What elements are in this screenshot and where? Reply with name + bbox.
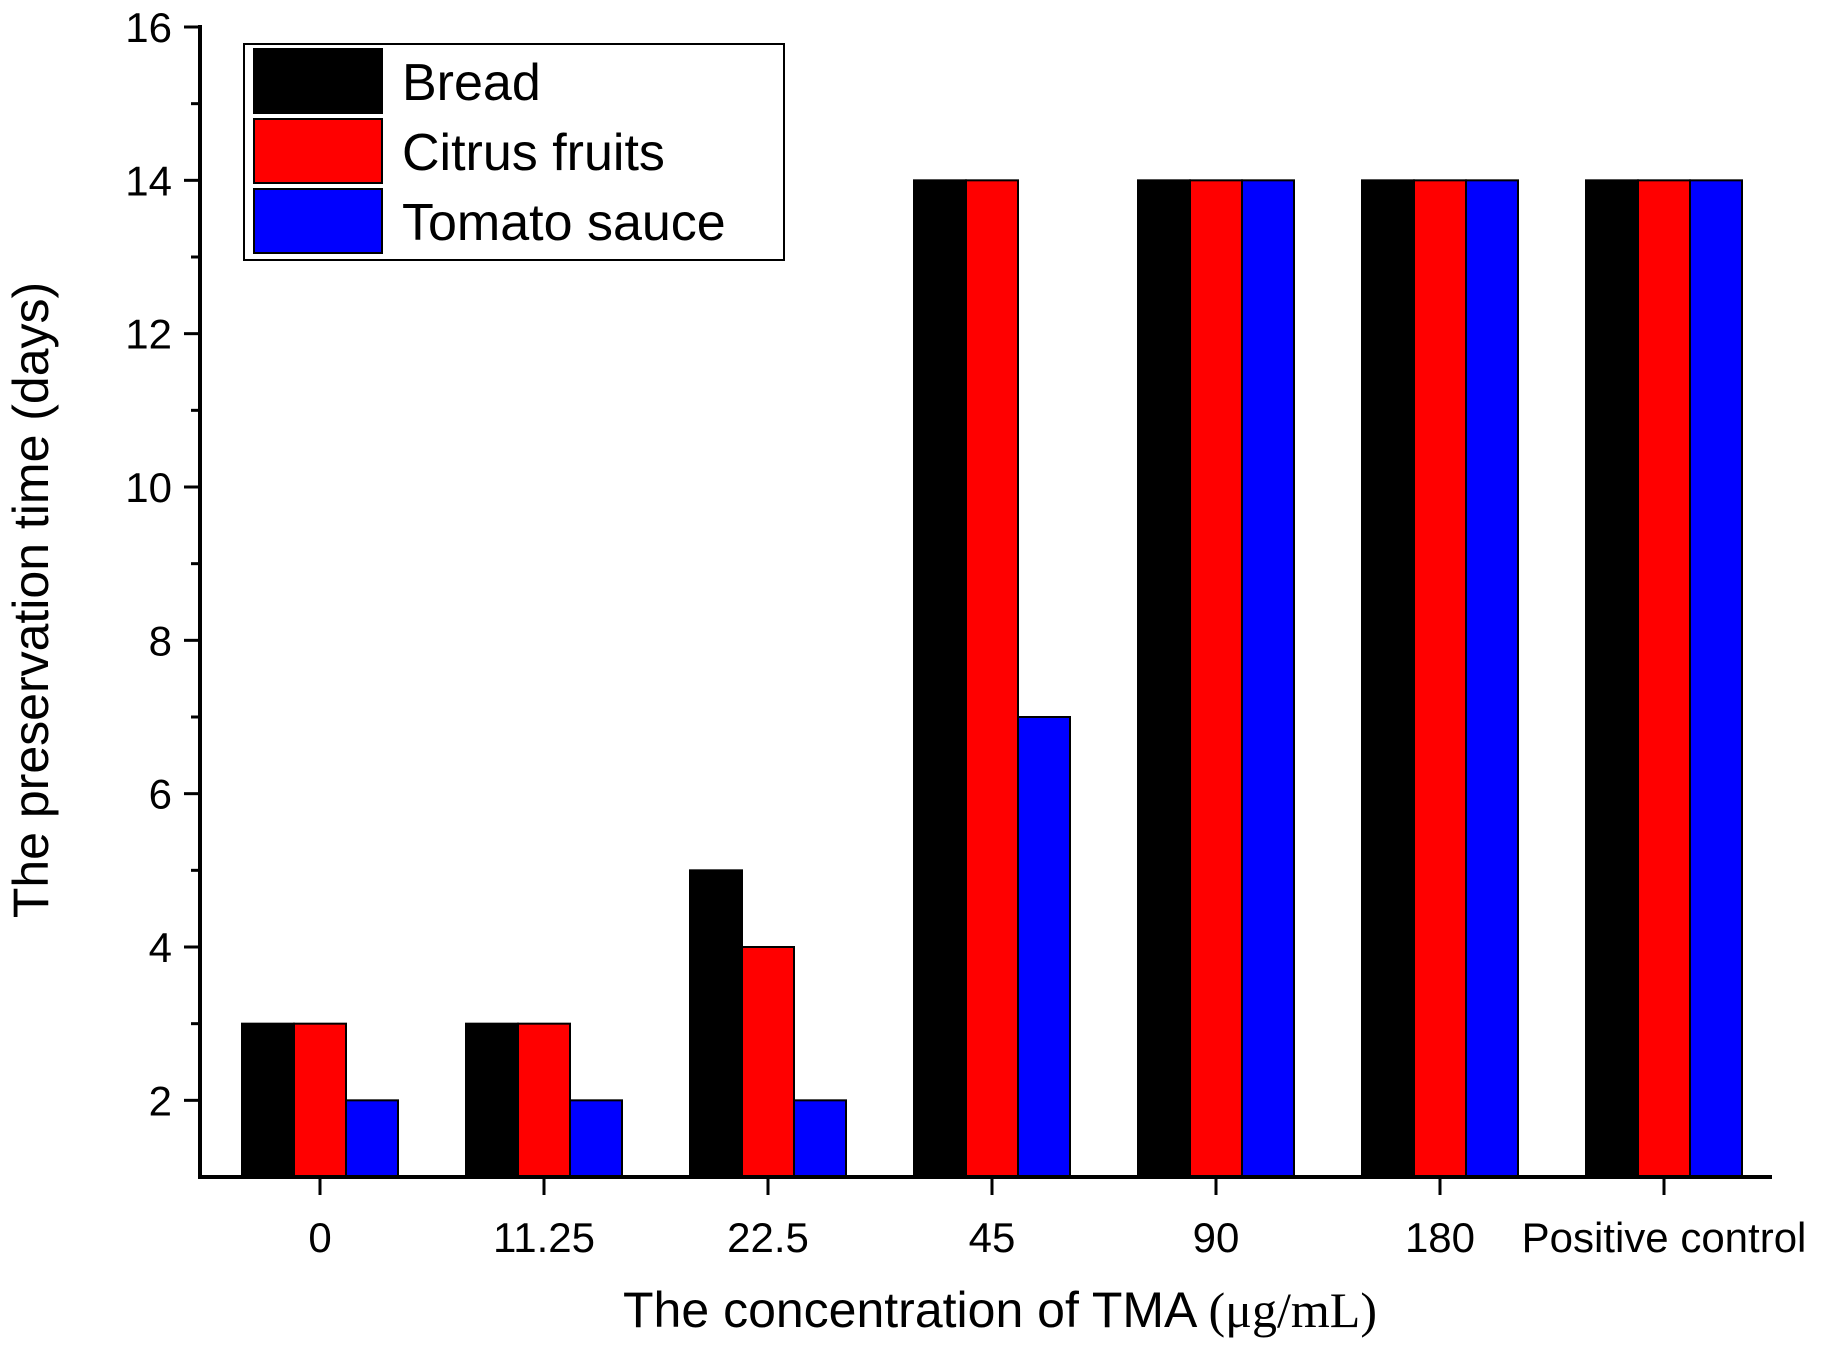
legend-swatch-bread: [253, 48, 383, 114]
x-tick-label: 90: [1193, 1214, 1240, 1261]
bar-tomato-sauce-0: [345, 1099, 399, 1179]
x-tick-label: 180: [1405, 1214, 1475, 1261]
y-tick-label: 2: [149, 1077, 172, 1124]
bar-tomato-sauce-4: [1241, 179, 1295, 1179]
x-tick-label: 11.25: [493, 1214, 595, 1261]
y-ticks: 2 4 6 8 10 12 14 16: [125, 4, 200, 1124]
x-tick-label: Positive control: [1522, 1214, 1807, 1261]
bar-bread-1: [465, 1022, 519, 1179]
x-axis-title-text: The concentration of TMA: [623, 1282, 1198, 1338]
bar-bread-4: [1137, 179, 1191, 1179]
bar-citrus-fruits-4: [1189, 179, 1243, 1179]
bar-citrus-fruits-0: [293, 1022, 347, 1179]
bar-bread-3: [913, 179, 967, 1179]
x-ticks: 0 11.25 22.5 45 90 180 Positive control: [308, 1177, 1806, 1261]
legend-label: Tomato sauce: [402, 194, 726, 252]
y-tick-label: 16: [125, 4, 172, 51]
bar-citrus-fruits-1: [517, 1022, 571, 1179]
bar-tomato-sauce-1: [569, 1099, 623, 1179]
legend: Bread Citrus fruits Tomato sauce: [243, 43, 785, 261]
bar-tomato-sauce-6: [1689, 179, 1743, 1179]
x-axis-unit: (μg/mL): [1209, 1282, 1377, 1338]
x-tick-label: 22.5: [727, 1214, 809, 1261]
y-tick-label: 10: [125, 464, 172, 511]
bar-bread-2: [689, 869, 743, 1178]
legend-swatch-tomato-sauce: [253, 188, 383, 254]
bar-citrus-fruits-3: [965, 179, 1019, 1179]
bar-tomato-sauce-3: [1017, 716, 1071, 1178]
bar-tomato-sauce-5: [1465, 179, 1519, 1179]
x-tick-label: 0: [308, 1214, 331, 1261]
legend-swatch-citrus-fruits: [253, 118, 383, 184]
x-tick-label: 45: [969, 1214, 1016, 1261]
y-tick-label: 4: [149, 924, 172, 971]
bar-bread-0: [241, 1022, 295, 1179]
bar-citrus-fruits-5: [1413, 179, 1467, 1179]
bars-layer: [241, 179, 1743, 1179]
y-tick-label: 12: [125, 311, 172, 358]
bar-bread-5: [1361, 179, 1415, 1179]
bar-citrus-fruits-2: [741, 946, 795, 1178]
bar-tomato-sauce-2: [793, 1099, 847, 1179]
y-axis-title: The preservation time (days): [3, 282, 59, 918]
legend-label: Bread: [402, 54, 541, 112]
x-axis-title: The concentration of TMA (μg/mL): [623, 1282, 1377, 1338]
y-tick-label: 14: [125, 157, 172, 204]
legend-label: Citrus fruits: [402, 124, 665, 182]
y-tick-label: 8: [149, 617, 172, 664]
bar-citrus-fruits-6: [1637, 179, 1691, 1179]
bar-bread-6: [1585, 179, 1639, 1179]
y-tick-label: 6: [149, 771, 172, 818]
axes-layer: [198, 25, 1772, 1179]
